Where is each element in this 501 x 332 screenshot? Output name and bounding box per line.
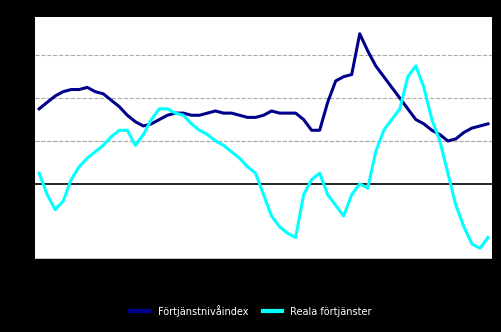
Legend: Förtjänstnivåindex, Reala förtjänster: Förtjänstnivåindex, Reala förtjänster: [126, 301, 375, 320]
